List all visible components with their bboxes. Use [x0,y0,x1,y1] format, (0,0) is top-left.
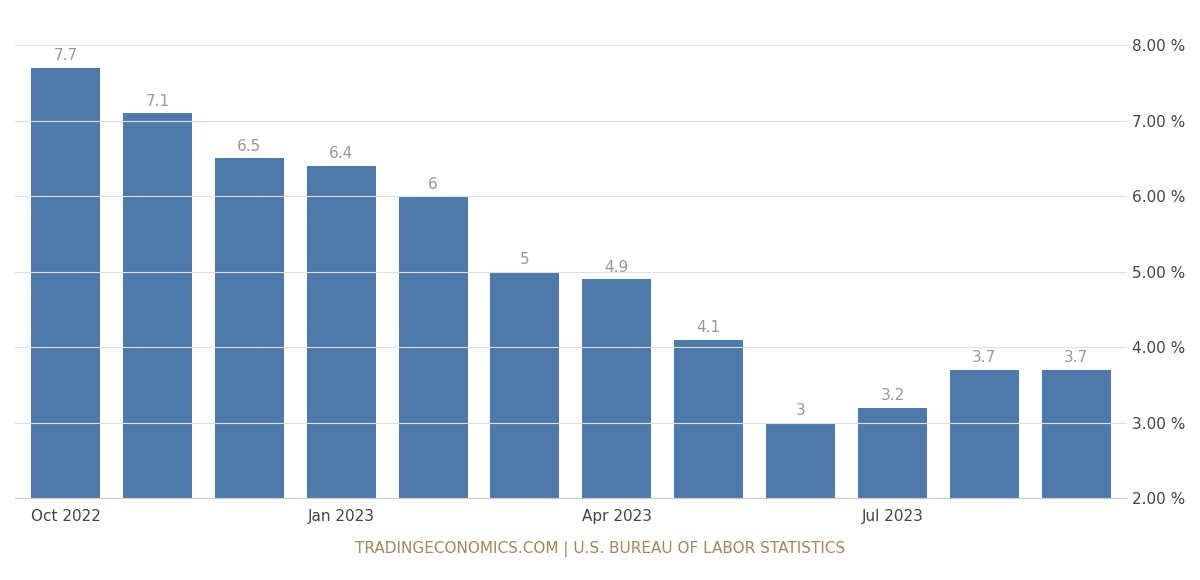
Bar [582,280,652,498]
Bar [491,272,559,498]
Text: 3.7: 3.7 [1064,350,1088,365]
Bar [215,158,283,498]
Bar [674,340,743,498]
Bar [398,196,468,498]
Bar [31,68,100,498]
Text: 3: 3 [796,403,805,418]
Text: 7.7: 7.7 [54,48,78,63]
Bar [122,113,192,498]
Text: TRADINGECONOMICS.COM | U.S. BUREAU OF LABOR STATISTICS: TRADINGECONOMICS.COM | U.S. BUREAU OF LA… [355,541,845,557]
Text: 4.9: 4.9 [605,260,629,275]
Text: 5: 5 [520,252,529,267]
Text: 7.1: 7.1 [145,93,169,108]
Text: 4.1: 4.1 [697,320,721,335]
Text: 6.4: 6.4 [329,147,353,161]
Bar [766,423,835,498]
Text: 6: 6 [428,177,438,192]
Text: 6.5: 6.5 [238,139,262,154]
Text: 3.7: 3.7 [972,350,996,365]
Text: 3.2: 3.2 [881,388,905,403]
Bar [950,370,1019,498]
Bar [858,408,926,498]
Bar [307,166,376,498]
Bar [1042,370,1111,498]
